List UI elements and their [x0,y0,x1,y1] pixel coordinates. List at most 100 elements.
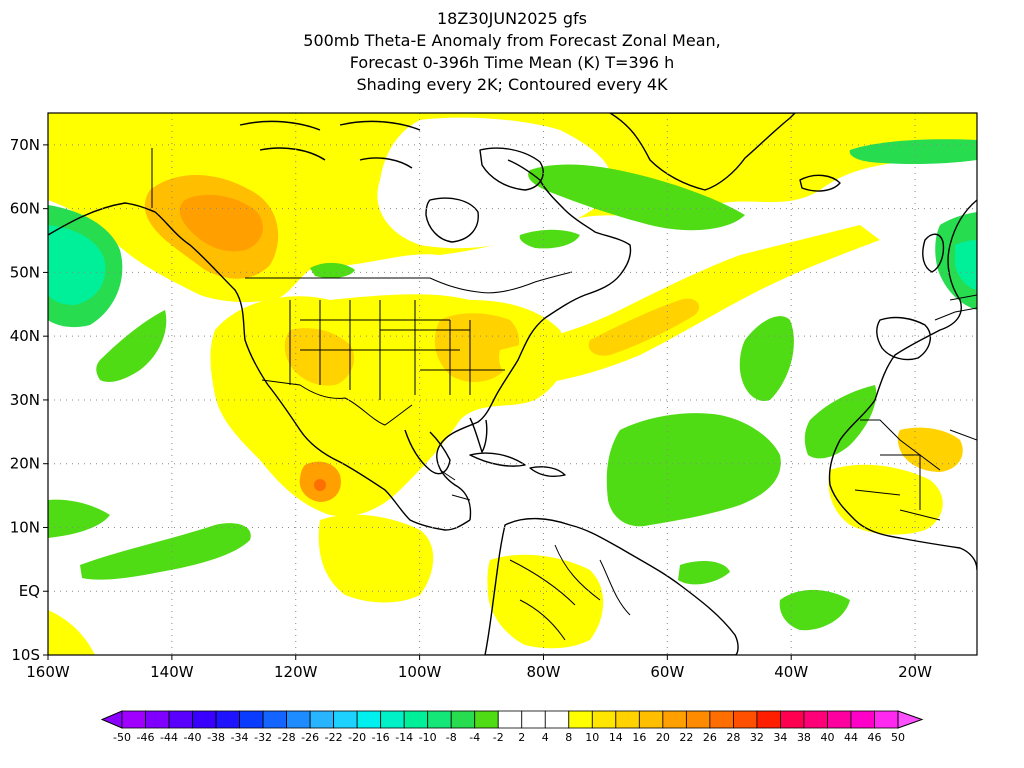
title-line-field: 500mb Theta-E Anomaly from Forecast Zona… [303,31,721,50]
colorbar-label: -50 [113,731,131,744]
shade-green-west-pacific [48,499,110,538]
lat-tick-label: 40N [10,327,40,345]
colorbar-label: -14 [395,731,413,744]
figure-title: 18Z30JUN2025 gfs 500mb Theta-E Anomaly f… [0,8,1024,96]
shade-gold-west-africa [897,427,963,472]
colorbar-swatch [145,710,170,729]
colorbar-swatch [874,710,899,729]
map-panel [48,113,977,655]
colorbar-arrow-right [897,710,924,729]
coast-greenland [609,113,796,191]
coast-florida [469,417,488,453]
colorbar-label: -16 [372,731,390,744]
colorbar-swatch [403,710,429,729]
lat-lon-grid [48,113,977,655]
colorbar-label: 14 [609,731,623,744]
lon-tick-label: 40W [774,663,808,681]
colorbar-label: 8 [565,731,572,744]
colorbar-swatch [333,710,358,729]
colorbar-label: -26 [301,731,319,744]
colorbar-legend: -50 -46 -44 -40 -38 -34 -32 -28 -26 -22 -20 -16 -14-… [100,710,924,744]
colorbar-swatch [497,710,523,729]
lat-tick-label: 10N [10,518,40,536]
coast-cuba [469,452,526,467]
colorbar-swatch [662,710,687,729]
coast-iberia [876,316,932,361]
colorbar-swatch [309,710,335,729]
colorbar-swatch [262,710,288,729]
shade-red-epac-core [314,479,326,491]
border-south-america [509,544,631,641]
lat-tick-label: 20N [10,455,40,473]
border-mexico-central [439,469,471,501]
colorbar-label: -20 [348,731,366,744]
shade-lightgreen-uk [955,240,977,290]
colorbar-swatch [168,710,193,729]
title-line-shading: Shading every 2K; Contoured every 4K [356,75,668,94]
colorbar-label: -4 [469,731,480,744]
shade-green-north-pacific [96,310,167,382]
colorbar-label: 26 [703,731,717,744]
shade-yellow-south-america [487,554,604,649]
title-line-forecast: Forecast 0-396h Time Mean (K) T=396 h [349,53,675,72]
colorbar-swatch [474,710,499,729]
shade-yellow-west-africa [828,464,943,535]
shade-green-eq-pacific [80,523,251,580]
colorbar-swatch [615,710,640,729]
colorbar-swatch [638,710,664,729]
longitude-axis-labels: 160W140W120W100W80W60W40W20W0 [26,655,932,681]
shade-green-hudson [310,262,355,278]
colorbar-label: 20 [656,731,670,744]
colorbar-label: 16 [632,731,646,744]
colorbar-swatch [803,710,828,729]
colorbar-label: 2 [518,731,525,744]
border-africa [854,419,977,521]
shade-darkorange-northwest [179,194,263,252]
colorbar-label: 10 [585,731,599,744]
coast-uk [922,233,945,273]
lon-tick-label: 60W [650,663,684,681]
coastlines [48,113,977,655]
shade-white-arctic [377,117,613,249]
latitude-axis-labels: 70N 60N 50N 40N 30N 20N 10N EQ 10S [10,136,48,664]
political-borders [151,148,977,641]
shade-green-labrador [519,229,580,249]
coast-arctic-islands [239,120,421,169]
border-us-canada [245,271,573,294]
border-europe [934,294,977,321]
colorbar-swatch [827,710,852,729]
colorbar-swatch [521,710,546,729]
colorbar-label: -32 [254,731,272,744]
shade-green-eq-atlantic [678,560,730,585]
colorbar-label: -8 [446,731,457,744]
colorbar-label: -46 [137,731,155,744]
colorbar-swatch [780,710,805,729]
shade-lightgreen-gulf-alaska [48,225,106,305]
coast-baffin-island [479,147,544,191]
colorbar-label: 44 [844,731,858,744]
colorbar-label: 28 [726,731,740,744]
coast-north-america-west [48,202,471,531]
colorbar-label: 50 [891,731,905,744]
colorbar-label: -38 [207,731,225,744]
colorbar-swatch [756,710,781,729]
coast-hispaniola [529,466,566,477]
colorbar-label: 46 [867,731,881,744]
colorbar-label: -28 [278,731,296,744]
lon-tick-label: 20W [898,663,932,681]
lon-tick-label: 100W [398,663,442,681]
colorbar-label: 38 [797,731,811,744]
lon-tick-label: 120W [274,663,318,681]
shade-yellow-eq-pacific [318,514,434,603]
shade-green-greenland-east [849,139,977,165]
anomaly-shading [48,113,977,655]
lat-tick-label: 50N [10,263,40,281]
colorbar-label: 4 [542,731,549,744]
shade-green-baffin [528,164,745,231]
colorbar-swatch [215,710,240,729]
coast-iceland [799,174,841,192]
colorbar-swatch [427,710,452,729]
colorbar-swatch [685,710,711,729]
shade-gold-atlantic-plume [588,298,700,356]
colorbar-swatch [192,710,217,729]
